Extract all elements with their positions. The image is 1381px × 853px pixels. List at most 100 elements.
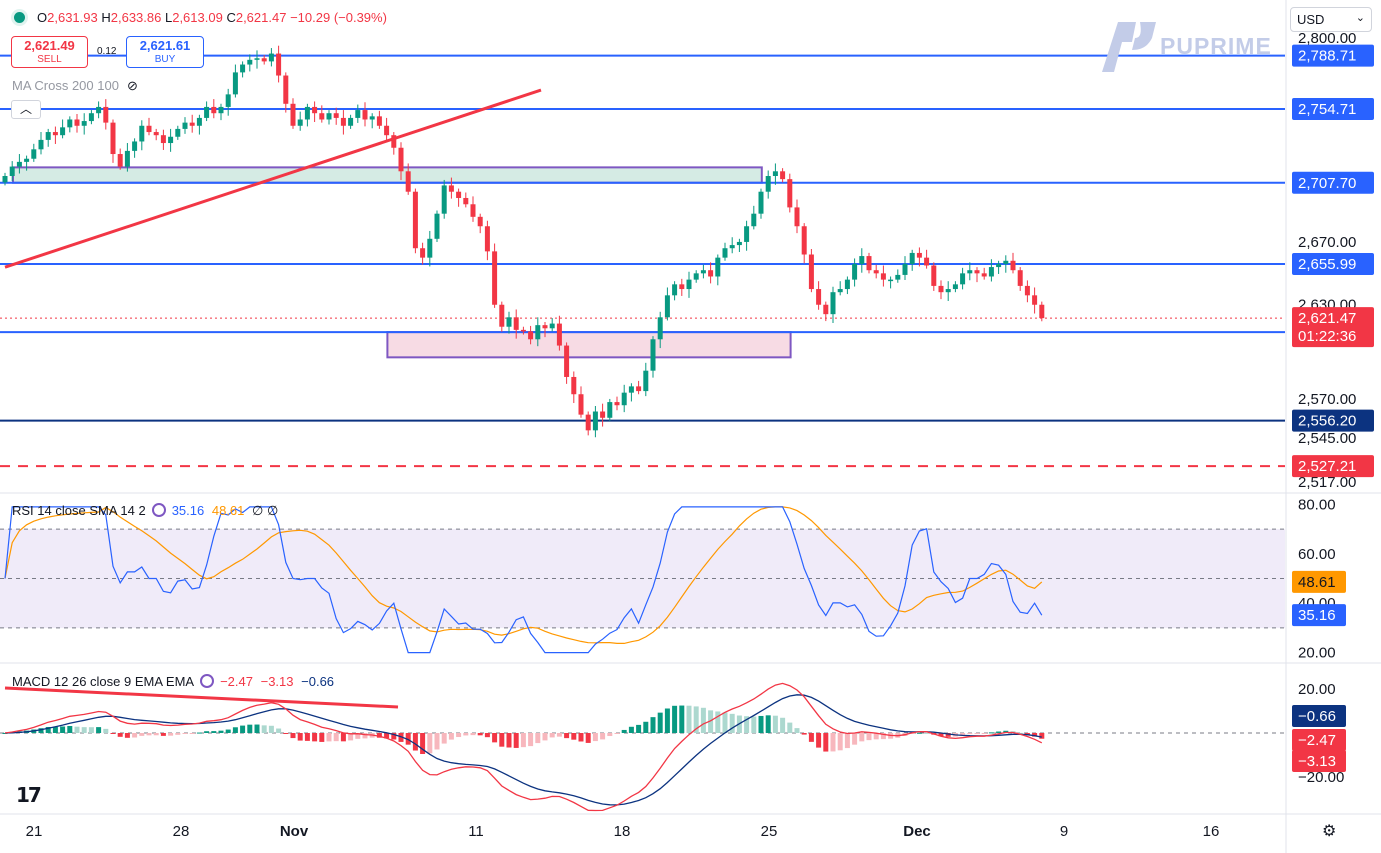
candle-body: [290, 103, 296, 126]
macd-hist-bar: [765, 715, 771, 733]
macd-hist-bar: [571, 733, 577, 740]
candle-body: [153, 132, 159, 136]
macd-hist-bar: [657, 712, 663, 733]
candle-body: [996, 263, 1002, 268]
sync-icon[interactable]: [151, 503, 166, 517]
macd-hist-bar: [866, 733, 872, 741]
macd-hist-bar: [499, 733, 505, 747]
candle-body: [60, 127, 66, 136]
current-price-label: 2,621.47: [1298, 310, 1356, 327]
rsi-tick-label: 20.00: [1298, 645, 1336, 662]
macd-hist-bar: [945, 733, 951, 737]
macd-hist-bar: [686, 705, 692, 733]
candle-body: [196, 117, 202, 126]
candle-body: [1017, 270, 1023, 286]
rsi-sma-tag-label: 48.61: [1298, 574, 1336, 591]
macd-hist-bar: [448, 733, 454, 740]
macd-hist-bar: [844, 733, 850, 749]
rsi-sma-tag: [1292, 570, 1346, 593]
zone-resistance: [12, 166, 763, 184]
macd-hist-bar: [333, 733, 339, 742]
candle-body: [960, 273, 966, 285]
candle-body: [283, 75, 289, 104]
candle-body: [369, 116, 375, 120]
candle-body: [585, 414, 591, 431]
level-tag-label: 2,527.21: [1298, 458, 1356, 475]
candle-body: [859, 256, 865, 264]
tradingview-logo-icon[interactable]: 17: [16, 783, 42, 807]
macd-hist-bar: [564, 733, 570, 739]
candle-body: [276, 53, 282, 76]
macd-hist-bar: [729, 713, 735, 733]
rsi-legend[interactable]: RSI 14 close SMA 14 2 35.16 48.61 ∅ ∅: [12, 503, 278, 519]
chevron-down-icon: ⌄: [1355, 12, 1365, 24]
candle-body: [441, 185, 447, 214]
level-tag: [1292, 97, 1374, 120]
candle-body: [513, 317, 519, 330]
macd-line-value: −3.13: [260, 674, 294, 689]
close-label: C: [226, 10, 236, 25]
candle-body: [160, 135, 166, 144]
macd-hist-bar: [628, 726, 634, 733]
candle-body: [9, 166, 15, 177]
time-tick-label: 25: [761, 823, 778, 840]
macd-hist-bar: [74, 726, 80, 733]
macd-tick-label: 20.00: [1298, 681, 1336, 698]
macd-hist-bar: [664, 708, 670, 733]
macd-line-tag: [1292, 750, 1346, 772]
candle-body: [549, 323, 555, 329]
macd-hist-bar: [1017, 732, 1023, 734]
candle-body: [182, 122, 188, 129]
candle-body: [988, 267, 994, 277]
macd-hist-bar: [880, 733, 886, 740]
candle-body: [427, 238, 433, 258]
macd-hist-bar: [1024, 733, 1030, 735]
gear-icon[interactable]: ⚙: [1322, 823, 1337, 840]
macd-hist-bar: [45, 726, 51, 733]
macd-hist-bar: [283, 733, 289, 734]
buy-button[interactable]: 2,621.61 BUY: [126, 36, 204, 68]
macd-hist-bar: [837, 733, 843, 751]
chevron-up-icon: ︿: [19, 102, 32, 116]
time-tick-label: 9: [1060, 823, 1068, 840]
macd-hist-bar: [938, 733, 944, 737]
currency-select[interactable]: USD ⌄: [1290, 7, 1372, 32]
macd-hist-bar: [340, 733, 346, 742]
eye-crossed-icon[interactable]: ⊘: [126, 78, 138, 93]
candle-body: [139, 125, 145, 142]
macd-hist-bar: [909, 733, 915, 734]
candle-body: [952, 284, 958, 290]
macd-hist-bar: [376, 733, 382, 738]
candle-body: [621, 392, 627, 406]
market-status-icon: [14, 12, 25, 23]
candle-body: [636, 386, 642, 392]
sell-button[interactable]: 2,621.49 SELL: [11, 36, 88, 68]
macd-hist-bar: [52, 726, 58, 733]
macd-hist-bar: [794, 728, 800, 733]
candle-body: [506, 317, 512, 327]
currency-value: USD: [1297, 12, 1325, 27]
rsi-extra-values: ∅ ∅: [252, 503, 279, 518]
candle-body: [765, 176, 771, 192]
macd-legend[interactable]: MACD 12 26 close 9 EMA EMA −2.47 −3.13 −0…: [12, 674, 334, 689]
sync-icon[interactable]: [200, 674, 215, 688]
candle-body: [880, 273, 886, 280]
spread-value: 0.12: [97, 46, 117, 57]
candle-body: [124, 150, 130, 167]
macd-hist-bar: [484, 733, 490, 738]
rsi-line: [4, 506, 1043, 654]
candle-body: [420, 248, 426, 258]
macd-hist-bar: [578, 733, 584, 742]
collapse-legend-button[interactable]: ︿: [11, 100, 41, 119]
candle-body: [391, 135, 397, 148]
ma-indicator-legend[interactable]: MA Cross 200 100 ⊘: [12, 78, 138, 94]
candle-body: [117, 154, 123, 167]
candle-body: [348, 117, 354, 126]
ma-label: MA Cross 200 100: [12, 78, 119, 93]
level-tag-label: 2,655.99: [1298, 256, 1356, 273]
candle-body: [528, 331, 534, 340]
candle-body: [967, 270, 973, 274]
time-tick-label: 28: [173, 823, 190, 840]
macd-signal-line: [4, 694, 1042, 806]
